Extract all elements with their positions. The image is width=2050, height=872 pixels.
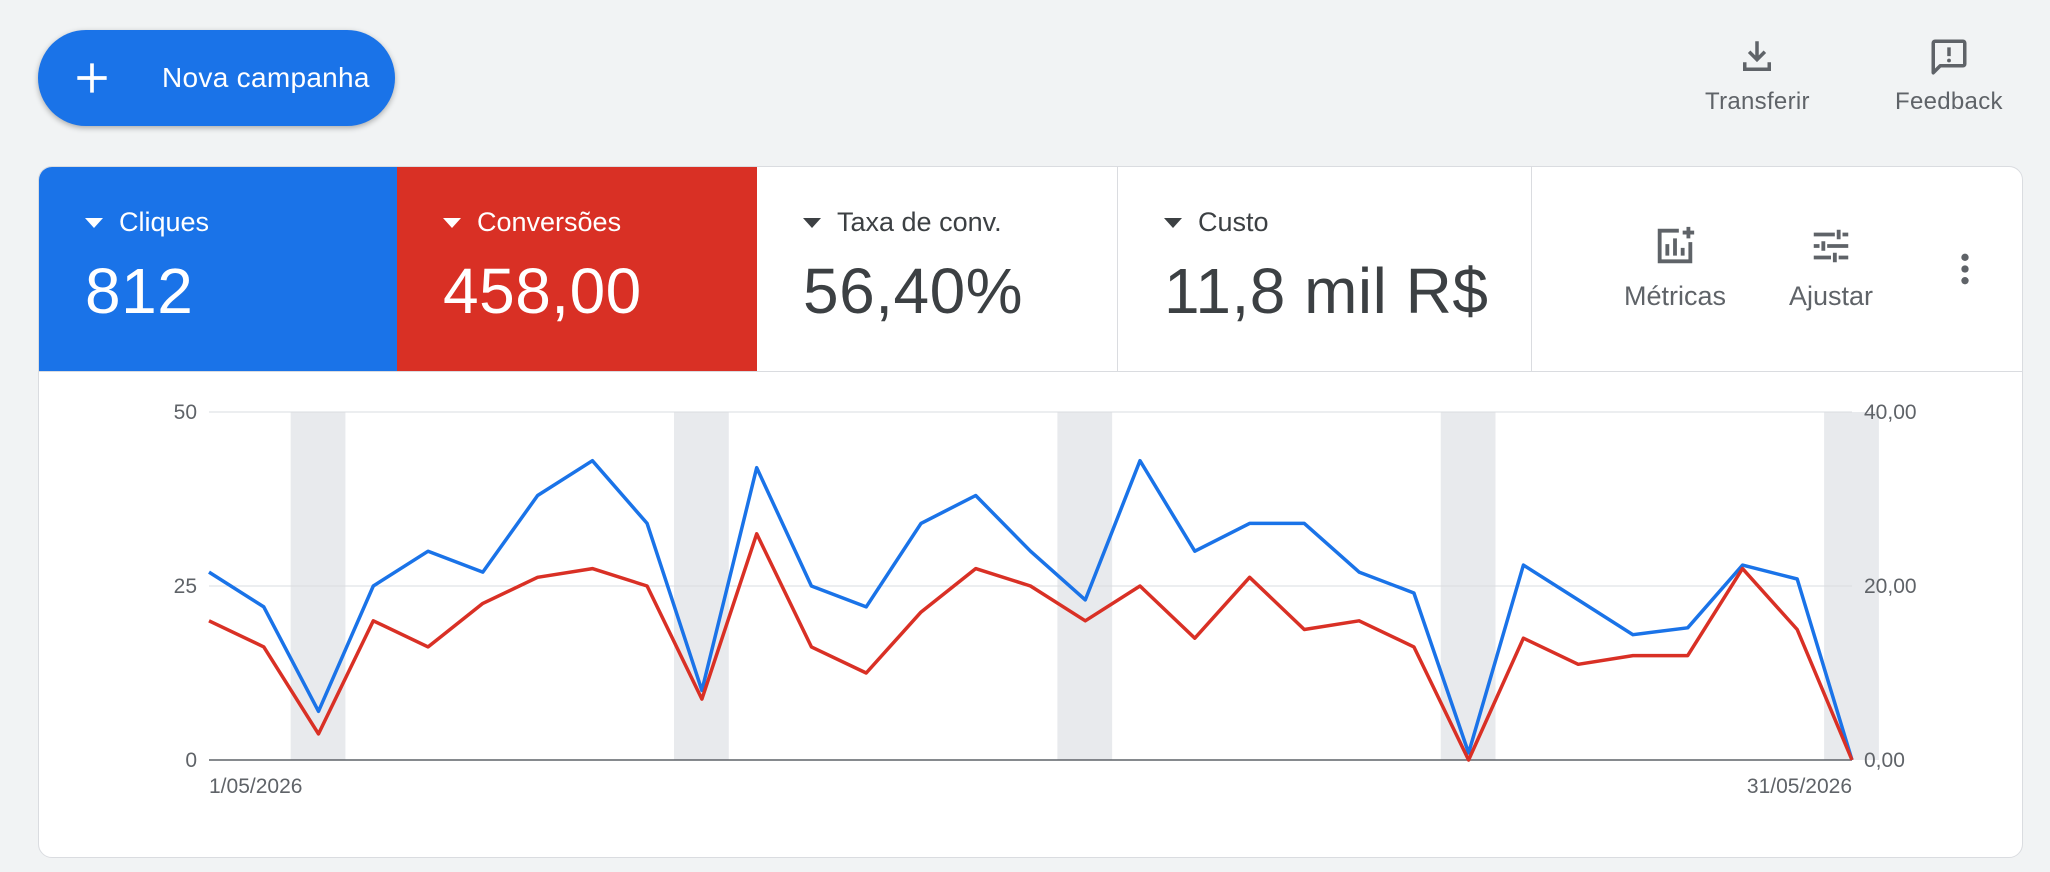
- scorecard-value: 56,40%: [803, 255, 1024, 327]
- scorecard-value: 458,00: [443, 255, 642, 327]
- performance-chart: 0 25 50 0,00 20,00 40,00 1/05/2026 31/05/2026: [174, 401, 1917, 798]
- scorecard-taxa-conv[interactable]: Taxa de conv. 56,40%: [757, 167, 1118, 371]
- plus-icon: [77, 63, 107, 93]
- metrics-button[interactable]: Métricas: [1624, 223, 1726, 312]
- new-campaign-button[interactable]: Nova campanha: [38, 30, 395, 126]
- adjust-button[interactable]: Ajustar: [1789, 223, 1873, 312]
- y-left-tick-label: 50: [174, 401, 197, 424]
- download-label: Transferir: [1705, 88, 1810, 115]
- download-icon: [1743, 41, 1772, 71]
- scorecard-label: Taxa de conv.: [837, 207, 1002, 237]
- scorecard-label: Custo: [1198, 207, 1269, 237]
- adjust-label: Ajustar: [1789, 281, 1874, 311]
- dropdown-arrow-icon: [443, 217, 461, 228]
- dropdown-arrow-icon: [803, 217, 821, 228]
- scorecard-conversoes[interactable]: Conversões 458,00: [397, 167, 757, 371]
- scorecard-label: Cliques: [119, 207, 210, 237]
- metrics-label: Métricas: [1624, 281, 1727, 311]
- performance-card: Cliques 812 Conversões 458,00 Taxa de co…: [38, 166, 2023, 858]
- more-vert-icon: [1961, 253, 1969, 285]
- new-campaign-label: Nova campanha: [162, 62, 370, 93]
- y-left-tick-label: 25: [174, 575, 197, 598]
- scorecard-cliques[interactable]: Cliques 812: [39, 167, 397, 371]
- feedback-button[interactable]: Feedback: [1895, 36, 2003, 116]
- x-start-label: 1/05/2026: [209, 775, 302, 798]
- scorecard-row: Cliques 812 Conversões 458,00 Taxa de co…: [39, 167, 2022, 372]
- y-right-tick-label: 0,00: [1864, 749, 1905, 772]
- y-right-tick-label: 20,00: [1864, 575, 1917, 598]
- scorecard-value: 11,8 mil R$: [1164, 255, 1489, 327]
- x-end-label: 31/05/2026: [1747, 775, 1852, 798]
- y-left-tick-label: 0: [185, 749, 197, 772]
- scorecard-custo[interactable]: Custo 11,8 mil R$: [1118, 167, 1532, 371]
- more-options-button[interactable]: [1945, 249, 1985, 289]
- feedback-label: Feedback: [1895, 88, 2003, 115]
- scorecard-label: Conversões: [477, 207, 622, 237]
- scorecard-value: 812: [85, 255, 194, 327]
- dropdown-arrow-icon: [1164, 217, 1182, 228]
- dropdown-arrow-icon: [85, 217, 103, 228]
- add-chart-icon: [1657, 226, 1695, 264]
- series-line-cliques: [208, 458, 1854, 761]
- download-button[interactable]: Transferir: [1705, 36, 1810, 116]
- y-right-tick-label: 40,00: [1864, 401, 1917, 424]
- feedback-icon: [1931, 39, 1967, 75]
- tune-icon: [1813, 229, 1849, 263]
- series-line-converses: [208, 532, 1854, 762]
